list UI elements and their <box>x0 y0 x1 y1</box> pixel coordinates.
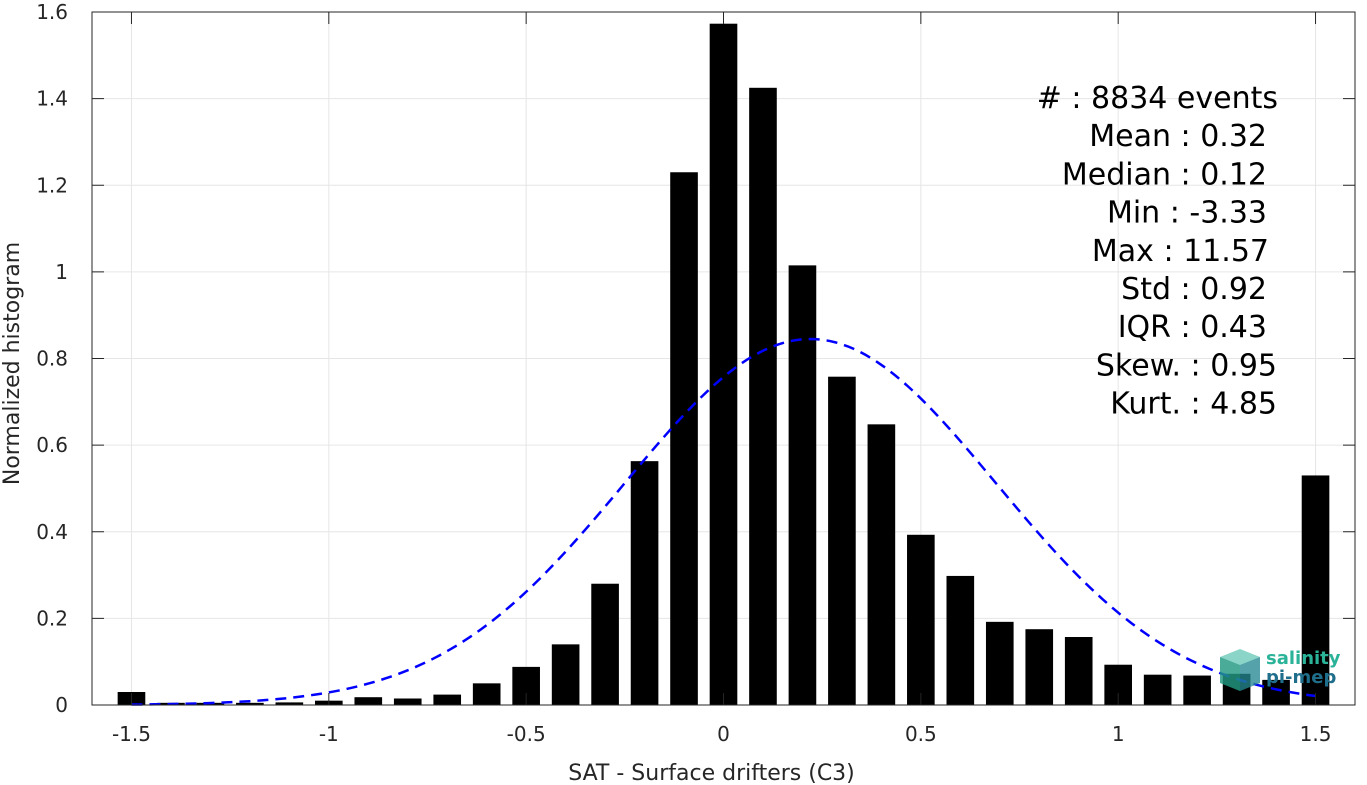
x-tick-label: 0.5 <box>905 722 937 746</box>
x-tick-label: -1.5 <box>112 722 151 746</box>
y-tick-labels: 0 0.2 0.4 0.6 0.8 1 1.2 1.4 1.6 <box>36 0 68 717</box>
y-tick-label: 1 <box>55 260 68 284</box>
histogram-bar <box>907 534 935 705</box>
x-tick-label: 0 <box>717 722 730 746</box>
histogram-bar <box>1143 674 1172 705</box>
histogram-bar <box>1301 475 1330 705</box>
histogram-bar <box>472 683 501 705</box>
y-tick-label: 0.6 <box>36 433 68 457</box>
x-tick-label: 1 <box>1112 722 1125 746</box>
logo-line-2: pi-mep <box>1266 667 1337 688</box>
stat-line: IQR : 0.43 <box>1118 310 1267 345</box>
histogram-bar <box>393 698 422 705</box>
normal-fit-curve <box>131 337 1316 706</box>
histogram-bars <box>117 23 1330 706</box>
histogram-bar <box>236 702 264 705</box>
salinity-pimep-logo: salinity pi-mep <box>1218 647 1348 695</box>
stat-line: # : 8834 events <box>1037 81 1278 116</box>
histogram-bar <box>788 265 817 705</box>
x-tick-label: -1 <box>319 722 339 746</box>
logo-text: salinity pi-mep <box>1266 649 1341 687</box>
histogram-bar <box>709 23 738 705</box>
histogram-bar <box>946 575 975 705</box>
histogram-bar <box>828 376 856 705</box>
stat-line: Median : 0.12 <box>1062 157 1267 192</box>
y-axis-label: Normalized histogram <box>0 242 25 485</box>
y-tick-label: 0.2 <box>36 606 68 630</box>
y-tick-label: 0 <box>55 693 68 717</box>
histogram-bar <box>275 702 304 705</box>
histogram-bar <box>867 424 896 705</box>
histogram-bar <box>433 694 462 705</box>
histogram-bar <box>354 697 383 705</box>
histogram-bar <box>1183 675 1211 705</box>
x-axis-label: SAT - Surface drifters (C3) <box>568 761 855 785</box>
stat-line: Min : -3.33 <box>1107 196 1267 231</box>
histogram-bar <box>551 644 580 705</box>
stat-line: Skew. : 0.95 <box>1096 348 1277 383</box>
y-tick-label: 1.6 <box>36 0 68 24</box>
histogram-bar <box>630 461 659 705</box>
stat-line: Std : 0.92 <box>1121 272 1267 307</box>
histogram-bar <box>1262 679 1290 705</box>
y-tick-label: 0.4 <box>36 520 68 544</box>
stat-line: Max : 11.57 <box>1092 234 1269 269</box>
histogram-bar <box>670 172 698 706</box>
axis-ticks <box>92 11 1355 706</box>
x-tick-label: -0.5 <box>507 722 546 746</box>
histogram-bar <box>1025 629 1054 705</box>
x-tick-labels: -1.5 -1 -0.5 0 0.5 1 1.5 <box>112 722 1331 746</box>
stat-line: Kurt. : 4.85 <box>1110 387 1277 422</box>
histogram-bar <box>1064 636 1093 705</box>
y-tick-label: 0.8 <box>36 347 68 371</box>
y-tick-label: 1.4 <box>36 87 68 111</box>
stat-line: Mean : 0.32 <box>1089 119 1267 154</box>
x-tick-label: 1.5 <box>1300 722 1332 746</box>
histogram-bar <box>985 621 1014 705</box>
logo-line-1: salinity <box>1266 648 1341 669</box>
histogram-bar <box>591 583 619 705</box>
logo-icon <box>1220 649 1260 691</box>
y-tick-label: 1.2 <box>36 173 68 197</box>
histogram-bar <box>749 87 777 705</box>
